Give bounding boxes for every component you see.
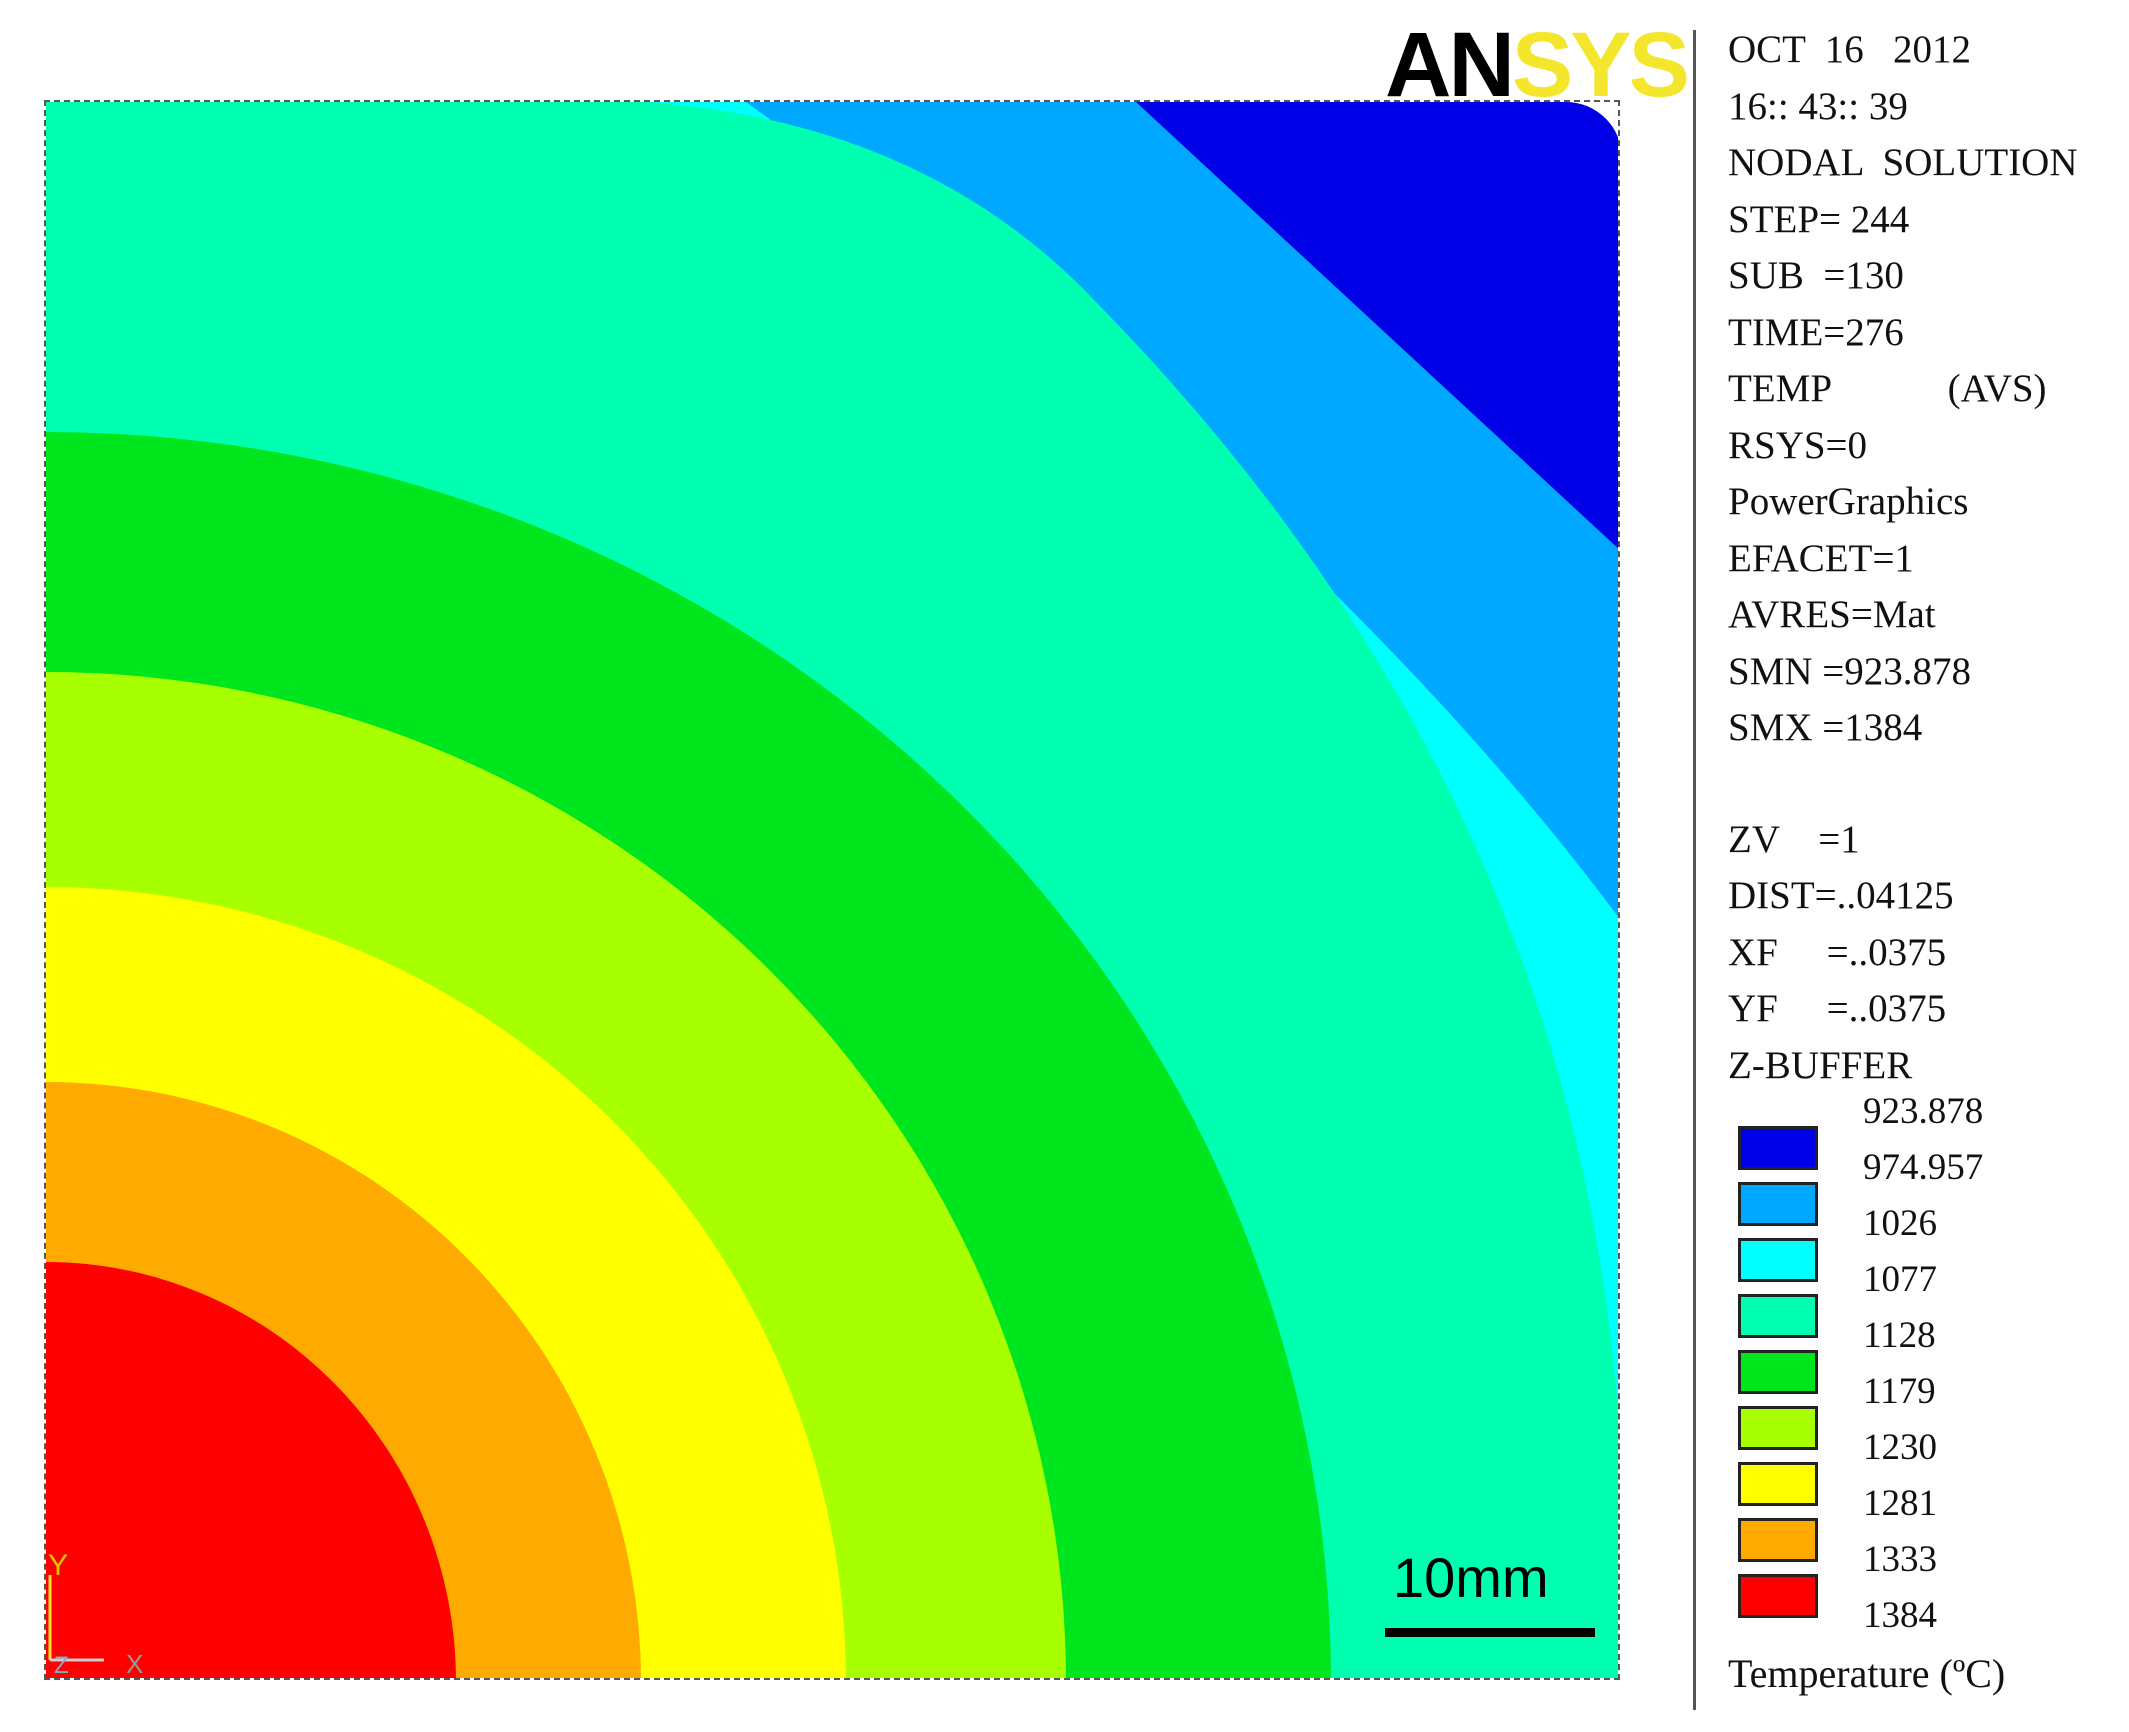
contour-plot-area[interactable]	[44, 100, 1620, 1680]
triad-z-label: Z	[54, 1652, 69, 1679]
info-xf: XF =..0375	[1728, 930, 1947, 974]
top-right-corner-fillet	[1566, 102, 1618, 138]
axis-triad-icon: Y Z X	[48, 1549, 143, 1679]
legend-value: 1281	[1863, 1483, 1937, 1524]
legend-value: 1333	[1863, 1539, 1937, 1580]
info-avres: AVRES=Mat	[1728, 593, 1936, 636]
ansys-logo-sys: SYS	[1511, 14, 1690, 116]
info-time: 16:: 43:: 39	[1728, 84, 1908, 128]
info-time-value: TIME=276	[1728, 310, 1904, 354]
legend-swatch	[1738, 1462, 1818, 1506]
info-step: STEP= 244	[1728, 197, 1910, 241]
info-efacet: EFACET=1	[1728, 536, 1914, 580]
legend-title: Temperature (ºC)	[1728, 1651, 2006, 1696]
info-sub: SUB =130	[1728, 254, 1904, 297]
info-panel: OCT 16 2012 16:: 43:: 39 NODAL SOLUTION …	[1728, 22, 2123, 1094]
ansys-logo-an: AN	[1385, 14, 1515, 116]
legend-swatch	[1738, 1574, 1818, 1618]
legend-value: 1077	[1863, 1259, 1937, 1300]
info-zv: ZV =1	[1728, 817, 1860, 861]
legend-swatch	[1738, 1350, 1818, 1394]
info-smx: SMX =1384	[1728, 706, 1923, 749]
legend-value: 974.957	[1863, 1147, 1984, 1188]
info-spacer	[1728, 757, 2123, 812]
info-rsys: RSYS=0	[1728, 423, 1868, 467]
legend-value: 1128	[1863, 1315, 1936, 1356]
color-legend: 923.878 974.957 1026 1077 1128 1179 1230…	[1728, 1092, 2123, 1652]
triad-y-label: Y	[48, 1549, 68, 1582]
info-powergraphics: PowerGraphics	[1728, 480, 1969, 523]
panel-divider	[1693, 30, 1696, 1710]
triad-x-label: X	[126, 1649, 143, 1679]
info-yf: YF =..0375	[1728, 987, 1947, 1030]
scale-bar	[1385, 1628, 1595, 1637]
ansys-logo: AN SYS	[1385, 14, 1690, 116]
info-zbuffer: Z-BUFFER	[1728, 1043, 1913, 1087]
info-date: OCT 16 2012	[1728, 28, 1972, 71]
scale-bar-label: 10mm	[1393, 1546, 1549, 1609]
legend-swatch	[1738, 1238, 1818, 1282]
legend-value: 1230	[1863, 1427, 1937, 1468]
legend-swatch	[1738, 1182, 1818, 1226]
legend-value: 1026	[1863, 1203, 1937, 1244]
legend-swatch	[1738, 1126, 1818, 1170]
info-temp: TEMP (AVS)	[1728, 367, 2047, 410]
legend-value: 1179	[1863, 1371, 1936, 1412]
contour-band-9	[46, 1262, 456, 1678]
legend-value: 1384	[1863, 1595, 1937, 1636]
legend-swatch	[1738, 1294, 1818, 1338]
info-solution-type: NODAL SOLUTION	[1728, 141, 2078, 184]
legend-swatch	[1738, 1406, 1818, 1450]
legend-value: 923.878	[1863, 1091, 1984, 1132]
info-dist: DIST=..04125	[1728, 874, 1954, 917]
info-smn: SMN =923.878	[1728, 649, 1972, 693]
legend-swatch	[1738, 1518, 1818, 1562]
temperature-contour	[46, 102, 1618, 1678]
